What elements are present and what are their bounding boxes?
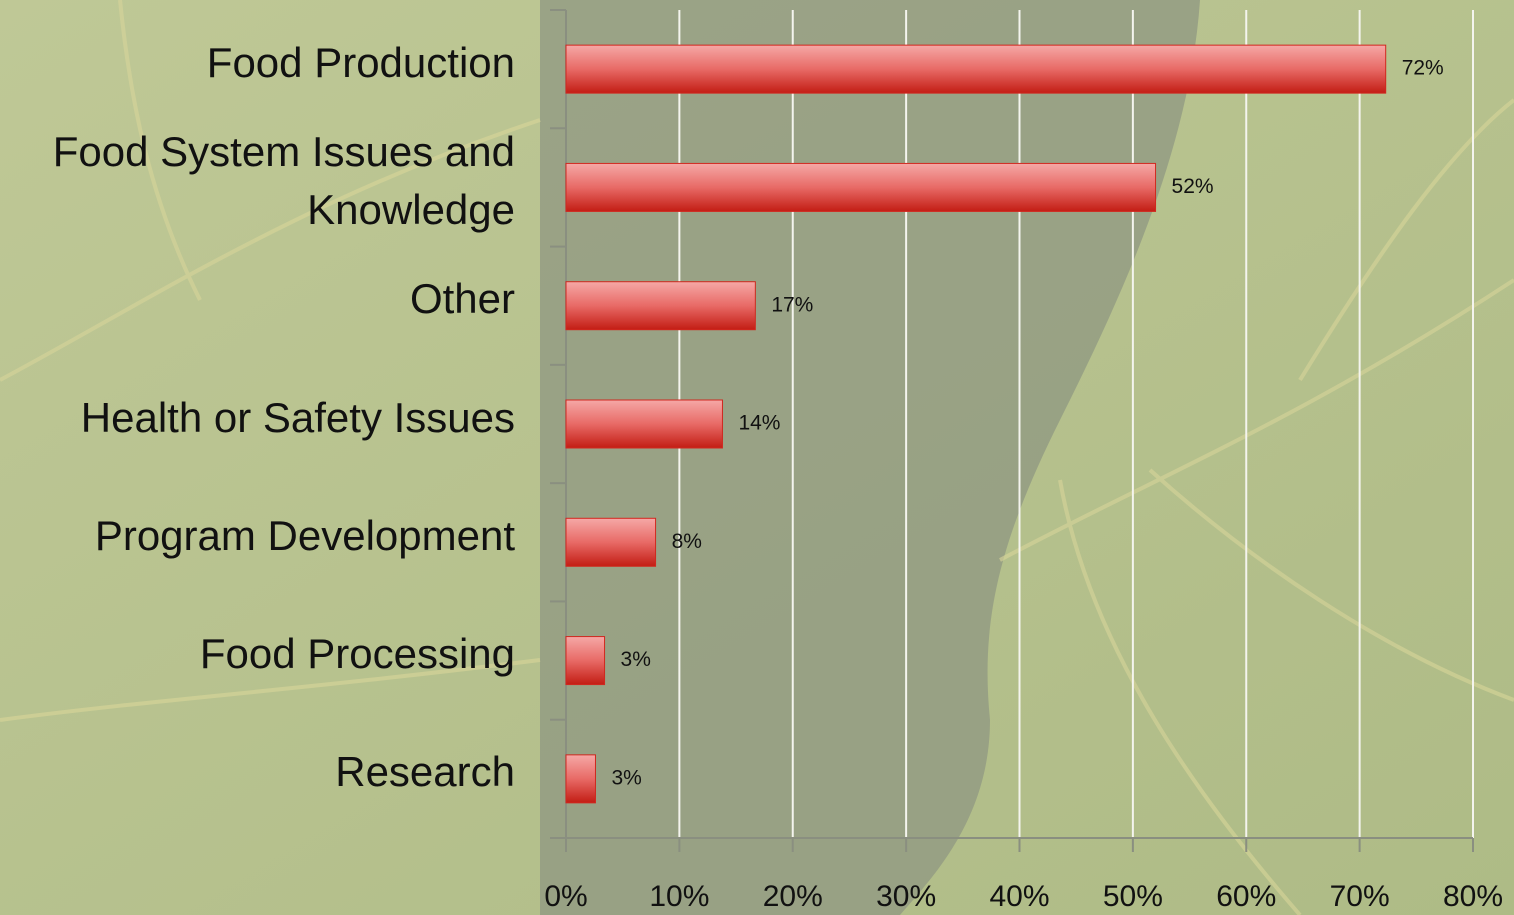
value-label: 14% (738, 412, 780, 435)
bar (565, 636, 606, 686)
value-label: 17% (771, 293, 813, 316)
x-tick-label: 30% (876, 880, 936, 913)
category-label: Health or Safety Issues (80, 393, 515, 441)
category-label: Research (335, 748, 515, 796)
bar (565, 399, 723, 449)
x-tick-label: 10% (649, 880, 709, 913)
x-tick-label: 40% (989, 880, 1049, 913)
x-tick-label: 80% (1443, 880, 1503, 913)
x-tick-label: 20% (763, 880, 823, 913)
value-label: 52% (1172, 175, 1214, 198)
x-tick-label: 70% (1330, 880, 1390, 913)
bar (565, 162, 1157, 212)
leaf-shadow (540, 0, 1200, 915)
category-label: Program Development (94, 511, 515, 559)
x-tick-label: 60% (1216, 880, 1276, 913)
category-label: Food Production (206, 38, 515, 86)
x-tick-label: 50% (1103, 880, 1163, 913)
x-tick-label: 0% (544, 880, 587, 913)
value-label: 8% (672, 530, 702, 553)
category-label: Food System Issues and Knowledge (52, 127, 515, 234)
bar (565, 517, 657, 567)
value-label: 3% (621, 648, 651, 671)
bar (565, 44, 1387, 94)
category-label: Food Processing (199, 630, 515, 678)
category-label: Other (409, 275, 515, 323)
bar (565, 754, 596, 804)
bar (565, 281, 756, 331)
value-label: 3% (611, 766, 641, 789)
value-label: 72% (1402, 57, 1444, 80)
